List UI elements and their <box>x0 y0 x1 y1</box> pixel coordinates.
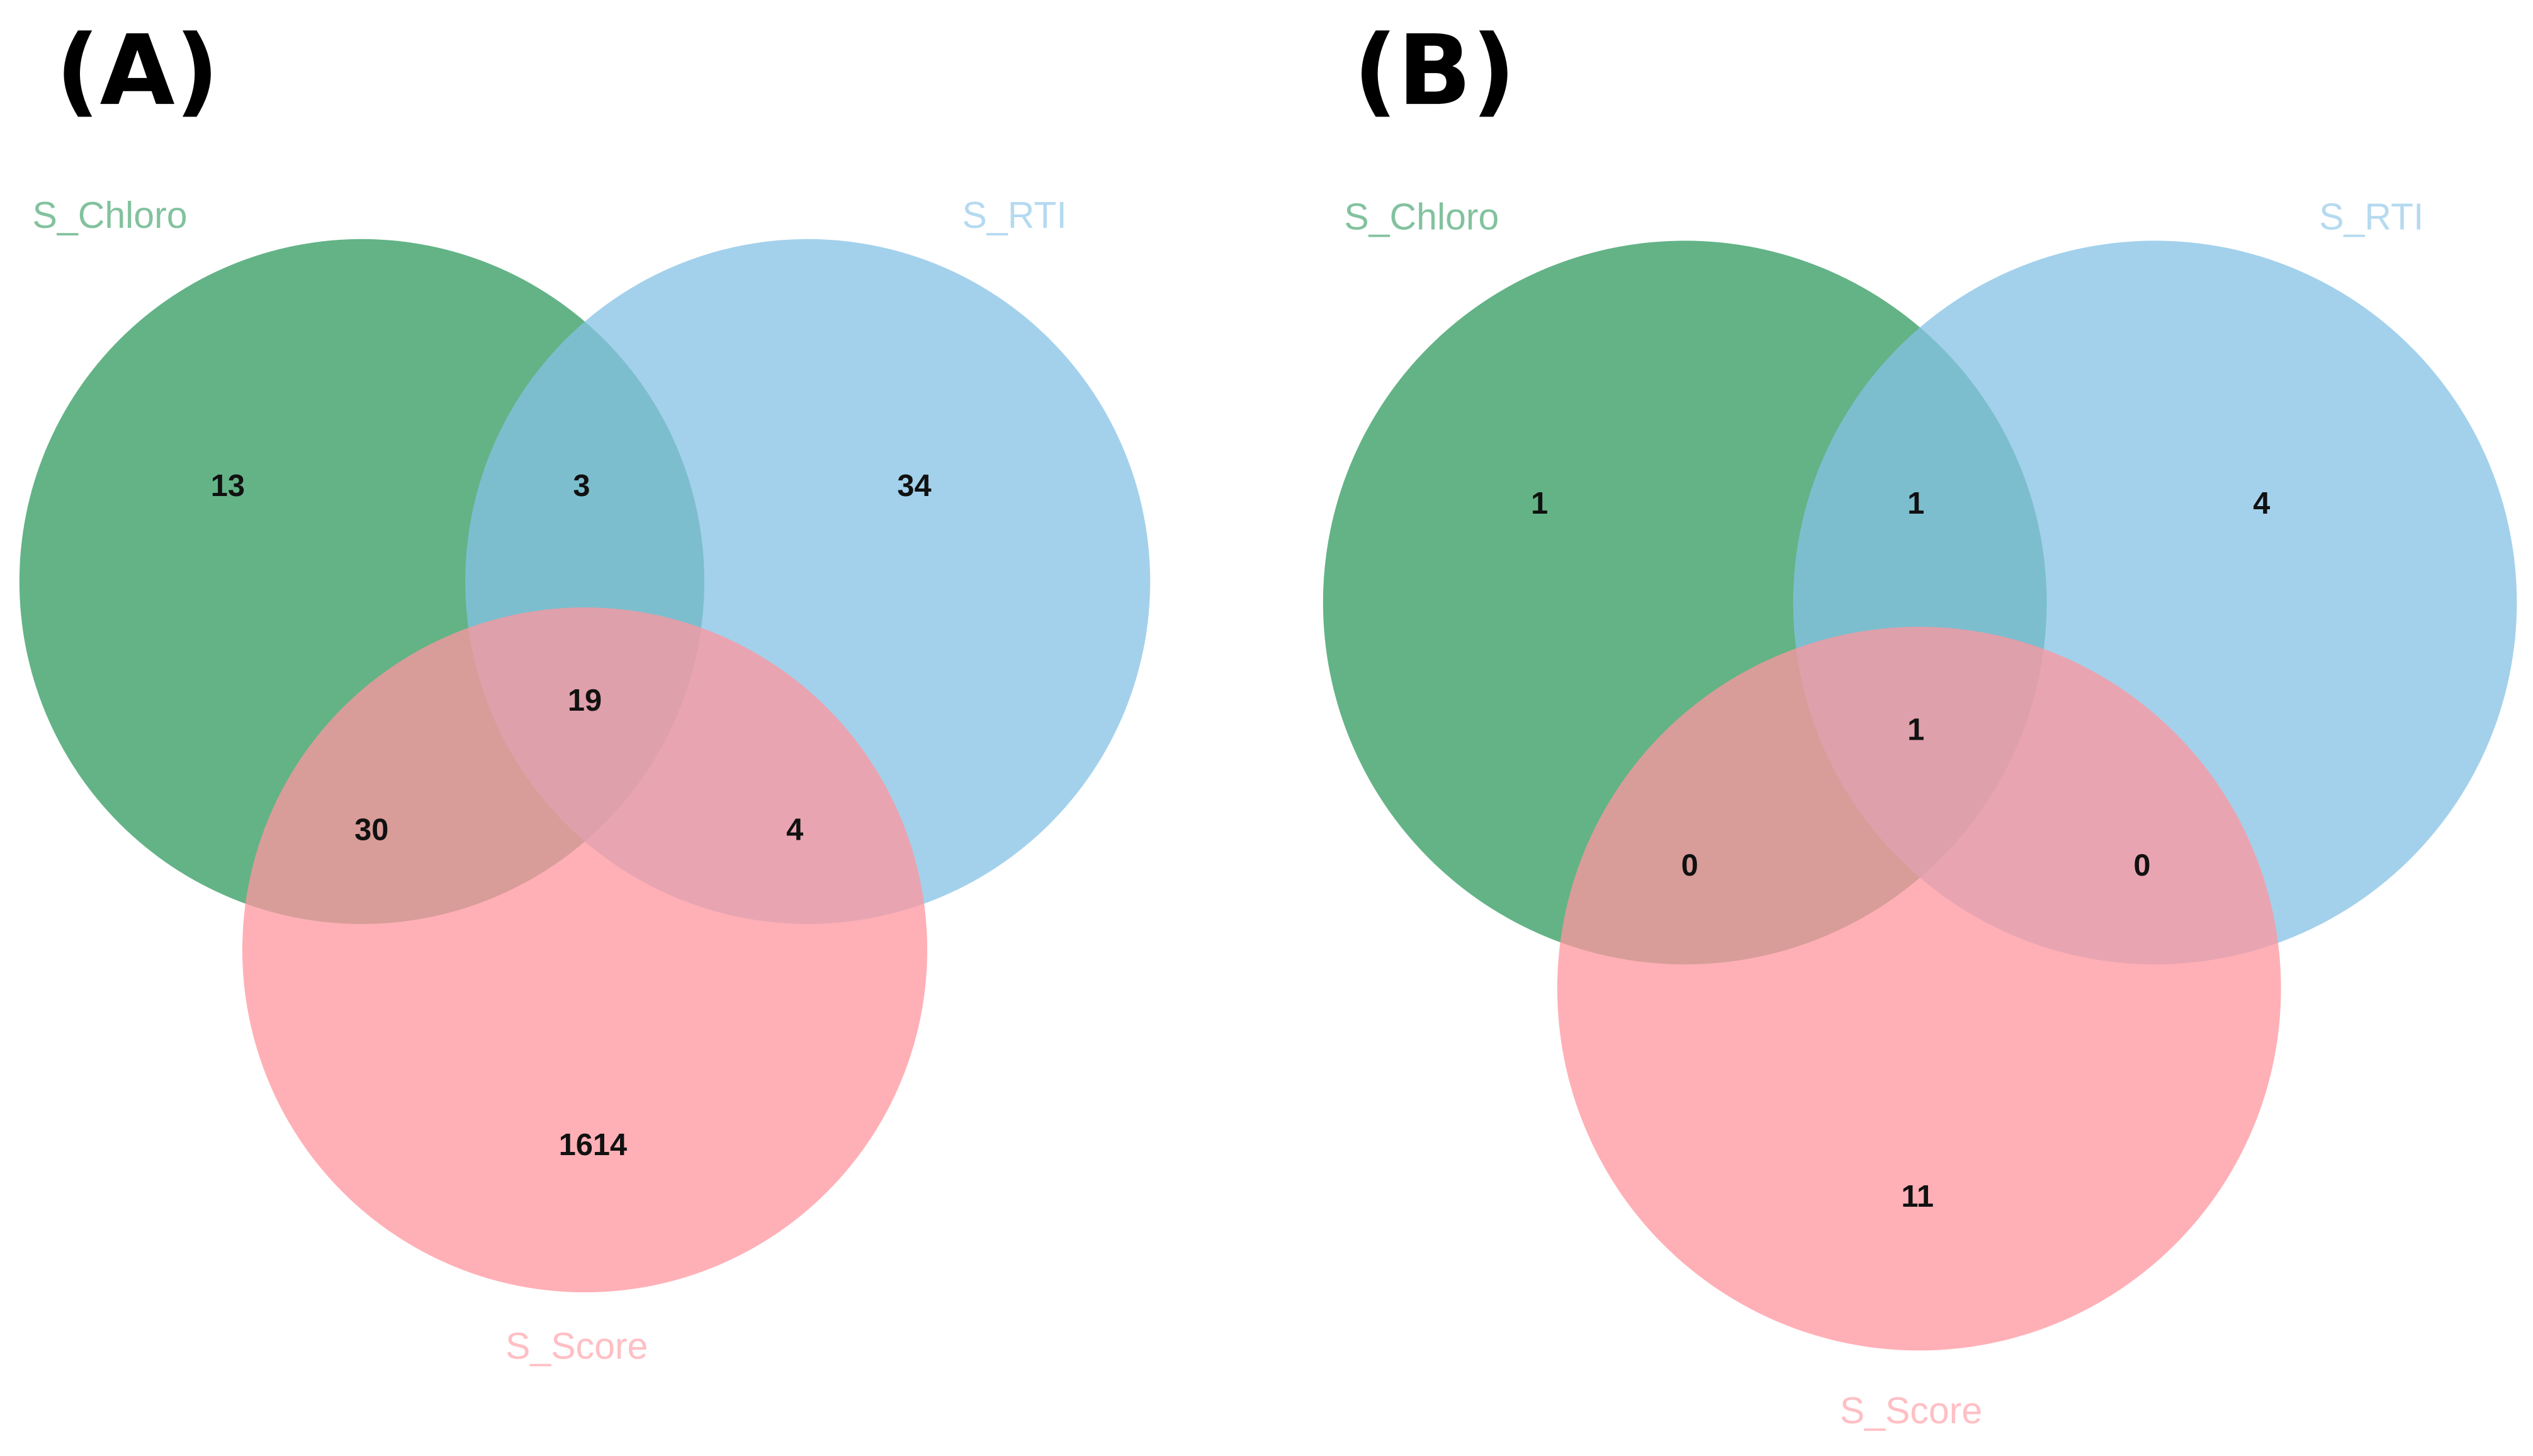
region-count: 1614 <box>559 1128 627 1162</box>
region-count: 0 <box>2133 849 2150 883</box>
region-count: 4 <box>786 813 803 847</box>
set-circle <box>1557 626 2281 1351</box>
region-count: 30 <box>354 813 388 847</box>
set-label: S_RTI <box>2319 196 2423 238</box>
set-circle <box>242 607 928 1293</box>
set-label: S_Chloro <box>1344 196 1499 238</box>
panel-label: (B) <box>1353 14 1516 127</box>
region-count: 3 <box>573 469 590 503</box>
region-count: 11 <box>1901 1180 1934 1214</box>
panel-label: (A) <box>55 14 219 127</box>
set-label: S_Score <box>505 1325 648 1367</box>
region-count: 19 <box>568 684 602 718</box>
set-label: S_Score <box>1840 1390 1982 1431</box>
region-count: 13 <box>211 469 245 503</box>
region-count: 34 <box>897 469 931 503</box>
region-count: 1 <box>1907 713 1924 747</box>
region-count: 1 <box>1531 487 1548 521</box>
region-count: 1 <box>1907 487 1924 521</box>
region-count: 0 <box>1681 849 1698 883</box>
set-label: S_Chloro <box>33 195 188 236</box>
region-count: 4 <box>2253 487 2270 521</box>
set-label: S_RTI <box>962 195 1067 236</box>
